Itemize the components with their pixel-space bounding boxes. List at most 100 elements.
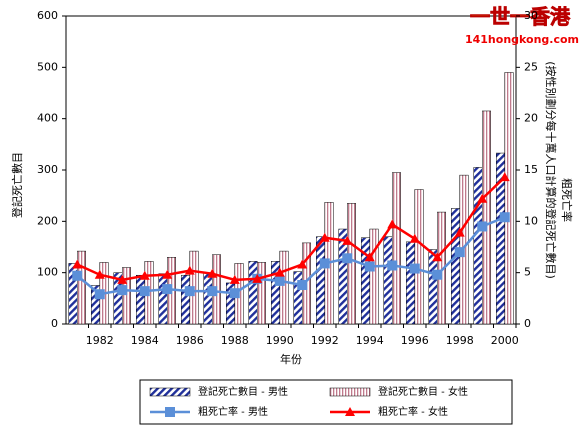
legend-label: 粗死亡率 - 女性 [378, 405, 448, 418]
marker [117, 274, 128, 284]
bar [437, 211, 446, 325]
x-tick-label: 1992 [311, 334, 339, 347]
y2-tick-label: 20 [524, 112, 538, 125]
legend-swatch [345, 407, 355, 416]
marker [72, 259, 83, 269]
marker [454, 247, 465, 258]
bar [406, 241, 415, 325]
marker [477, 193, 488, 203]
x-tick-label: 1982 [86, 334, 114, 347]
marker [477, 221, 488, 232]
bar [392, 172, 401, 325]
y-tick-label: 500 [37, 60, 58, 73]
marker [409, 233, 420, 243]
marker [229, 274, 240, 284]
marker [499, 212, 510, 223]
bar [181, 274, 190, 325]
bar [504, 72, 514, 325]
marker [319, 258, 330, 269]
marker [409, 263, 420, 274]
marker [229, 288, 240, 299]
marker [297, 279, 308, 290]
marker [319, 232, 330, 242]
bar [316, 236, 325, 325]
marker [454, 227, 465, 237]
bar [77, 250, 86, 325]
x-tick-label: 1996 [401, 334, 429, 347]
marker [342, 235, 353, 245]
marker [432, 269, 443, 280]
y-axis-label: 登記死亡數目 [10, 152, 24, 218]
x-tick-label: 1984 [131, 334, 159, 347]
bar [122, 267, 131, 325]
legend-swatch [329, 387, 371, 397]
marker [72, 270, 83, 281]
marker [387, 260, 398, 271]
marker [252, 273, 263, 283]
bar [414, 189, 424, 325]
x-tick-label: 1990 [266, 334, 294, 347]
y2-tick-label: 10 [524, 214, 538, 227]
y-tick-label: 200 [37, 214, 58, 227]
bar [347, 203, 356, 325]
legend-swatch [149, 387, 191, 397]
x-tick-label: 1994 [356, 334, 384, 347]
marker [499, 172, 510, 182]
bar [203, 272, 213, 325]
y-tick-label: 300 [37, 163, 58, 176]
x-tick-label: 1988 [221, 334, 249, 347]
y2-axis-label: (按性別劃分每十萬人口計算的登記死亡數目) [544, 61, 558, 279]
marker [364, 261, 375, 272]
bar [451, 208, 460, 325]
watermark: 一世一香港 [470, 5, 571, 29]
y-tick-label: 100 [37, 266, 58, 279]
bar [257, 262, 266, 325]
bar [136, 274, 145, 325]
legend-label: 登記死亡數目 - 男性 [198, 385, 288, 398]
marker [117, 285, 128, 296]
marker [274, 267, 285, 277]
marker [364, 252, 375, 262]
marker [94, 269, 105, 279]
y2-tick-label: 0 [524, 317, 531, 330]
x-tick-label: 2000 [491, 334, 519, 347]
marker [207, 268, 218, 278]
watermark: 141hongkong.com [465, 33, 579, 46]
y2-tick-label: 25 [524, 60, 538, 73]
bar [369, 228, 379, 325]
legend-label: 粗死亡率 - 男性 [198, 405, 268, 418]
line [76, 176, 506, 282]
y-tick-label: 400 [37, 112, 58, 125]
marker [184, 286, 195, 297]
x-tick-label: 1998 [446, 334, 474, 347]
marker [342, 253, 353, 264]
bar [482, 110, 491, 325]
legend [139, 379, 513, 425]
marker [139, 286, 150, 297]
marker [387, 219, 398, 229]
y-tick-label: 600 [37, 9, 58, 22]
marker [207, 286, 218, 297]
bar [473, 167, 483, 325]
marker [162, 269, 173, 279]
x-axis-label: 年份 [280, 352, 302, 366]
bar [158, 273, 168, 325]
y2-axis-label: 粗死亡率 [560, 178, 574, 222]
legend-swatch [165, 407, 175, 417]
y2-tick-label: 5 [524, 266, 531, 279]
bar [248, 261, 258, 325]
y-tick-label: 0 [51, 317, 58, 330]
x-tick-label: 1986 [176, 334, 204, 347]
marker [297, 259, 308, 269]
legend-label: 登記死亡數目 - 女性 [378, 385, 468, 398]
bar [383, 236, 393, 325]
y2-tick-label: 15 [524, 163, 538, 176]
bar [293, 271, 303, 325]
marker [432, 252, 443, 262]
marker [184, 265, 195, 275]
marker [139, 270, 150, 280]
marker [162, 284, 173, 295]
marker [274, 275, 285, 286]
marker [94, 289, 105, 300]
